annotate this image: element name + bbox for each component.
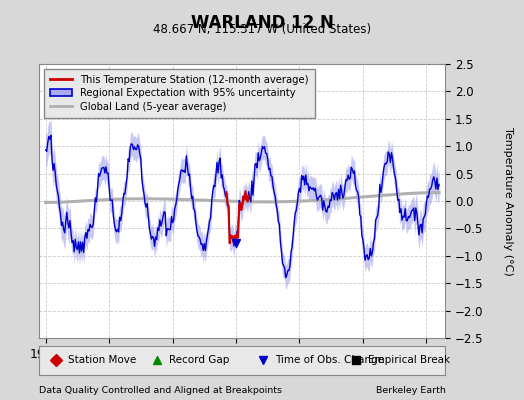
Text: Time of Obs. Change: Time of Obs. Change <box>275 355 384 366</box>
Text: 48.667 N, 115.317 W (United States): 48.667 N, 115.317 W (United States) <box>153 23 371 36</box>
Text: WARLAND 12 N: WARLAND 12 N <box>191 14 333 32</box>
Text: Empirical Break: Empirical Break <box>368 355 450 366</box>
Text: Record Gap: Record Gap <box>169 355 230 366</box>
Text: Berkeley Earth: Berkeley Earth <box>376 386 445 395</box>
Legend: This Temperature Station (12-month average), Regional Expectation with 95% uncer: This Temperature Station (12-month avera… <box>45 69 315 118</box>
Y-axis label: Temperature Anomaly (°C): Temperature Anomaly (°C) <box>503 127 513 275</box>
Text: Data Quality Controlled and Aligned at Breakpoints: Data Quality Controlled and Aligned at B… <box>39 386 282 395</box>
Text: Station Move: Station Move <box>68 355 136 366</box>
